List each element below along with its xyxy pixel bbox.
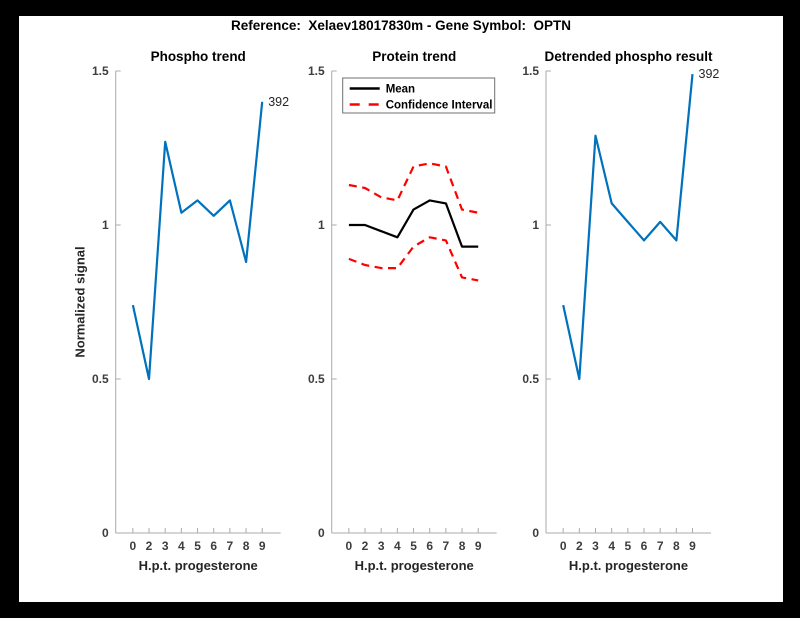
x-tick-label: 2 xyxy=(576,539,583,553)
phospho-trend-series-phospho-signal xyxy=(131,101,264,381)
figure-canvas: Reference: Xelaev18017830m - Gene Symbol… xyxy=(19,16,783,602)
x-tick-label: 0 xyxy=(346,539,353,553)
phospho-trend-plot: 0 2 3 4 5 6 7 8 900.511.5H.p.t. progesteroneNorm… xyxy=(73,49,289,573)
x-tick-label: 9 xyxy=(475,539,482,553)
x-tick-label: 7 xyxy=(657,539,664,553)
x-tick-label: 5 xyxy=(410,539,417,553)
x-axis-label: H.p.t. progesterone xyxy=(569,558,688,573)
x-axis-label: H.p.t. progesterone xyxy=(139,558,258,573)
protein-trend-plot: 0 2 3 4 5 6 7 8 900.511.5H.p.t. progesteroneProt… xyxy=(308,49,497,573)
x-tick-label: 3 xyxy=(378,539,385,553)
x-tick-label: 7 xyxy=(227,539,234,553)
protein-trend-series-ci-upper xyxy=(348,162,479,214)
y-tick-label: 1.5 xyxy=(308,64,325,78)
x-tick-label: 8 xyxy=(243,539,250,553)
plot-title: Protein trend xyxy=(372,49,456,64)
x-tick-label: 4 xyxy=(394,539,401,553)
x-tick-label: 6 xyxy=(426,539,433,553)
x-tick-label: 3 xyxy=(592,539,599,553)
x-tick-label: 8 xyxy=(673,539,680,553)
point-annotation: 392 xyxy=(268,95,289,109)
plot-title: Detrended phospho result xyxy=(544,49,713,64)
x-tick-label: 0 xyxy=(560,539,567,553)
x-tick-label: 6 xyxy=(210,539,217,553)
x-tick-label: 8 xyxy=(459,539,466,553)
x-tick-label: 6 xyxy=(641,539,648,553)
point-annotation: 392 xyxy=(699,67,720,81)
x-tick-label: 2 xyxy=(362,539,369,553)
y-tick-label: 1 xyxy=(532,218,539,232)
y-tick-label: 0 xyxy=(318,526,325,540)
x-tick-label: 2 xyxy=(146,539,153,553)
detrended-phospho-result-plot: 0 2 3 4 5 6 7 8 900.511.5H.p.t. progesteroneDetr… xyxy=(522,49,719,573)
x-tick-label: 9 xyxy=(689,539,696,553)
y-axis-label: Normalized signal xyxy=(73,246,88,357)
x-tick-label: 0 xyxy=(130,539,137,553)
x-tick-label: 7 xyxy=(443,539,450,553)
charts-svg: 0 2 3 4 5 6 7 8 900.511.5H.p.t. progesteroneNorm… xyxy=(73,49,720,573)
y-tick-label: 1.5 xyxy=(92,64,109,78)
x-tick-label: 4 xyxy=(608,539,615,553)
legend-box: Mean Confidence Interval xyxy=(342,77,496,114)
y-tick-label: 1 xyxy=(102,218,109,232)
y-tick-label: 1 xyxy=(318,218,325,232)
y-tick-label: 0.5 xyxy=(92,372,109,386)
y-tick-label: 0.5 xyxy=(308,372,325,386)
detrended-phospho-result-series-detrended-phospho xyxy=(562,73,694,381)
x-tick-label: 3 xyxy=(162,539,169,553)
x-tick-label: 9 xyxy=(259,539,266,553)
plot-title: Phospho trend xyxy=(151,49,246,64)
protein-trend-series-ci-lower xyxy=(348,236,479,282)
legend-label: Confidence Interval xyxy=(386,100,493,112)
legend-frame xyxy=(342,77,496,114)
x-tick-label: 5 xyxy=(194,539,201,553)
x-tick-label: 4 xyxy=(178,539,185,553)
protein-trend-series-mean xyxy=(348,199,479,248)
legend-label: Mean xyxy=(386,84,415,96)
figure-title: Reference: Xelaev18017830m - Gene Symbol… xyxy=(231,18,571,33)
y-tick-label: 0.5 xyxy=(522,372,539,386)
y-tick-label: 0 xyxy=(532,526,539,540)
y-tick-label: 1.5 xyxy=(522,64,539,78)
x-axis-label: H.p.t. progesterone xyxy=(355,558,474,573)
y-tick-label: 0 xyxy=(102,526,109,540)
x-tick-label: 5 xyxy=(624,539,631,553)
